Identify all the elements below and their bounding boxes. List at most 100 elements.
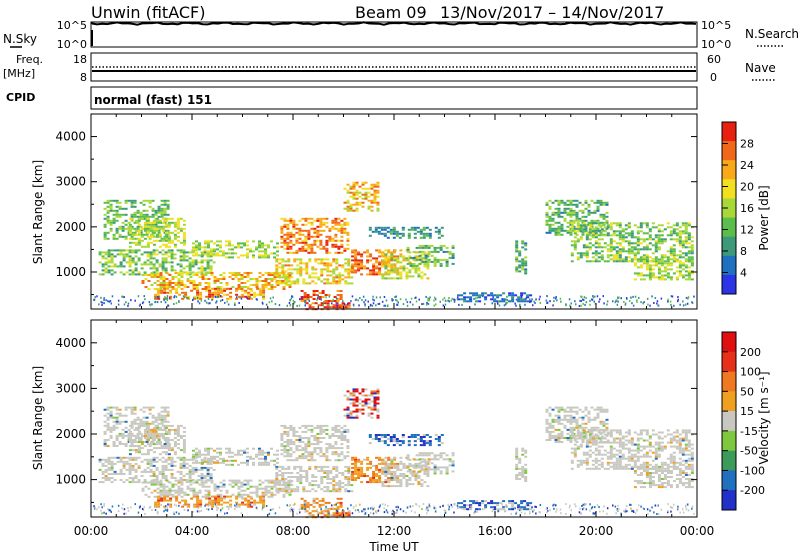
velocity-cell-510	[167, 458, 171, 461]
power-cell-77	[127, 199, 131, 202]
power-near-cell-190	[482, 295, 484, 298]
velocity-cell-537	[182, 456, 186, 459]
power-cell-636	[210, 240, 213, 243]
power-cell-2808	[657, 270, 661, 273]
power-cell-1635	[376, 209, 380, 212]
velocity-cell-1284	[346, 447, 350, 450]
power-cell-1458	[314, 268, 318, 271]
power-cell-851	[219, 286, 223, 288]
power-near-cell-113	[494, 298, 496, 301]
velocity-cell-1426	[299, 465, 303, 468]
velocity-cell-1081	[283, 426, 287, 429]
power-cell-1625	[373, 201, 377, 204]
power-cell-1828	[408, 251, 412, 254]
velocity-cell-883	[243, 489, 247, 492]
power-cell-591	[206, 259, 210, 262]
power-cell-2536	[627, 242, 631, 245]
power-cell-1225	[325, 251, 329, 254]
velocity-cell-1373	[275, 490, 279, 493]
velocity-cell-726	[276, 453, 279, 456]
power-cell-1778	[387, 273, 391, 276]
velocity-cell-1561	[349, 410, 353, 413]
power-cell-2165	[554, 221, 558, 224]
power-cell-1399	[287, 258, 291, 261]
power-cell-375	[107, 251, 111, 254]
power-near-cell-295	[559, 297, 562, 300]
power-cell-80	[127, 227, 131, 230]
power-cell-2154	[551, 211, 555, 214]
velocity-cell-862	[231, 481, 235, 484]
velocity-cell-850	[219, 489, 223, 492]
power-cell-2279	[590, 199, 594, 202]
power-cell-371	[104, 267, 108, 270]
power-cell-1491	[329, 264, 333, 267]
power-cell-891	[249, 278, 253, 280]
velocity-cell-412	[122, 473, 126, 475]
velocity-cell-780	[174, 479, 178, 482]
power-cell-2071	[508, 292, 512, 295]
power-cell-1789	[393, 257, 397, 260]
power-cell-882	[243, 276, 247, 278]
power-cell-653	[219, 254, 222, 257]
power-cell-874	[237, 288, 241, 290]
colorbar-segment-3	[722, 179, 736, 199]
velocity-cell-1048	[247, 495, 251, 498]
velocity-cell-1584	[355, 416, 359, 419]
velocity-cell-311	[167, 433, 171, 435]
power-cell-1732	[387, 269, 391, 272]
velocity-cell-281	[155, 433, 159, 435]
velocity-cell-640	[213, 449, 216, 452]
power-cell-2828	[666, 274, 670, 277]
power-cell-1496	[332, 260, 336, 263]
power-cell-2392	[588, 246, 592, 249]
power-cell-1888	[412, 262, 416, 265]
velocity-cell-685	[246, 455, 249, 458]
power-cell-2632	[657, 224, 661, 227]
velocity-cell-1141	[301, 430, 305, 433]
power-cell-1515	[338, 274, 342, 277]
velocity-cell-742	[153, 481, 157, 484]
power-near-cell-270	[142, 301, 145, 304]
power-near-cell-27	[434, 296, 436, 299]
power-cell-1411	[290, 280, 294, 283]
velocity-cell-494	[161, 464, 165, 467]
velocity-cell-698	[258, 449, 261, 452]
velocity-cell-147	[148, 422, 152, 425]
velocity-cell-1076	[280, 443, 284, 446]
power-cell-569	[194, 263, 198, 266]
velocity-cell-751	[159, 479, 163, 482]
power-cell-650	[219, 244, 222, 247]
power-cell-1873	[426, 263, 430, 266]
velocity-cell-864	[231, 493, 235, 496]
power-near-cell-247	[103, 299, 105, 301]
power-cell-1720	[384, 255, 388, 258]
power-cell-777	[171, 282, 175, 284]
velocity-cell-1560	[349, 402, 353, 405]
power-cell-2825	[666, 264, 670, 267]
power-near-cell-281	[422, 302, 425, 305]
power-cell-753	[159, 276, 163, 278]
power-cell-225	[134, 219, 138, 222]
velocity-cell-781	[174, 483, 178, 486]
power-cell-1577	[355, 189, 359, 192]
velocity-cell-409	[122, 462, 126, 465]
power-cell-670	[231, 256, 234, 259]
power-cell-2375	[585, 236, 589, 239]
power-cell-1082	[283, 223, 287, 226]
velocity-cell-650	[219, 451, 222, 454]
power-cell-1200	[319, 219, 323, 222]
power-cell-2265	[584, 219, 588, 222]
power-cell-1658	[357, 259, 361, 262]
power-cell-1917	[430, 250, 434, 253]
velocity-cell-4	[103, 430, 107, 433]
power-cell-854	[222, 276, 226, 278]
power-near-cell-138	[317, 295, 319, 297]
power-cell-1597	[364, 181, 368, 184]
power-cell-834	[207, 282, 211, 284]
velocity-cell-213	[128, 424, 132, 427]
power-cell-2516	[621, 246, 625, 249]
velocity-cell-702	[258, 461, 261, 464]
velocity-cell-1265	[340, 439, 344, 441]
power-cell-2333	[570, 228, 574, 231]
power-cell-520	[170, 265, 174, 268]
